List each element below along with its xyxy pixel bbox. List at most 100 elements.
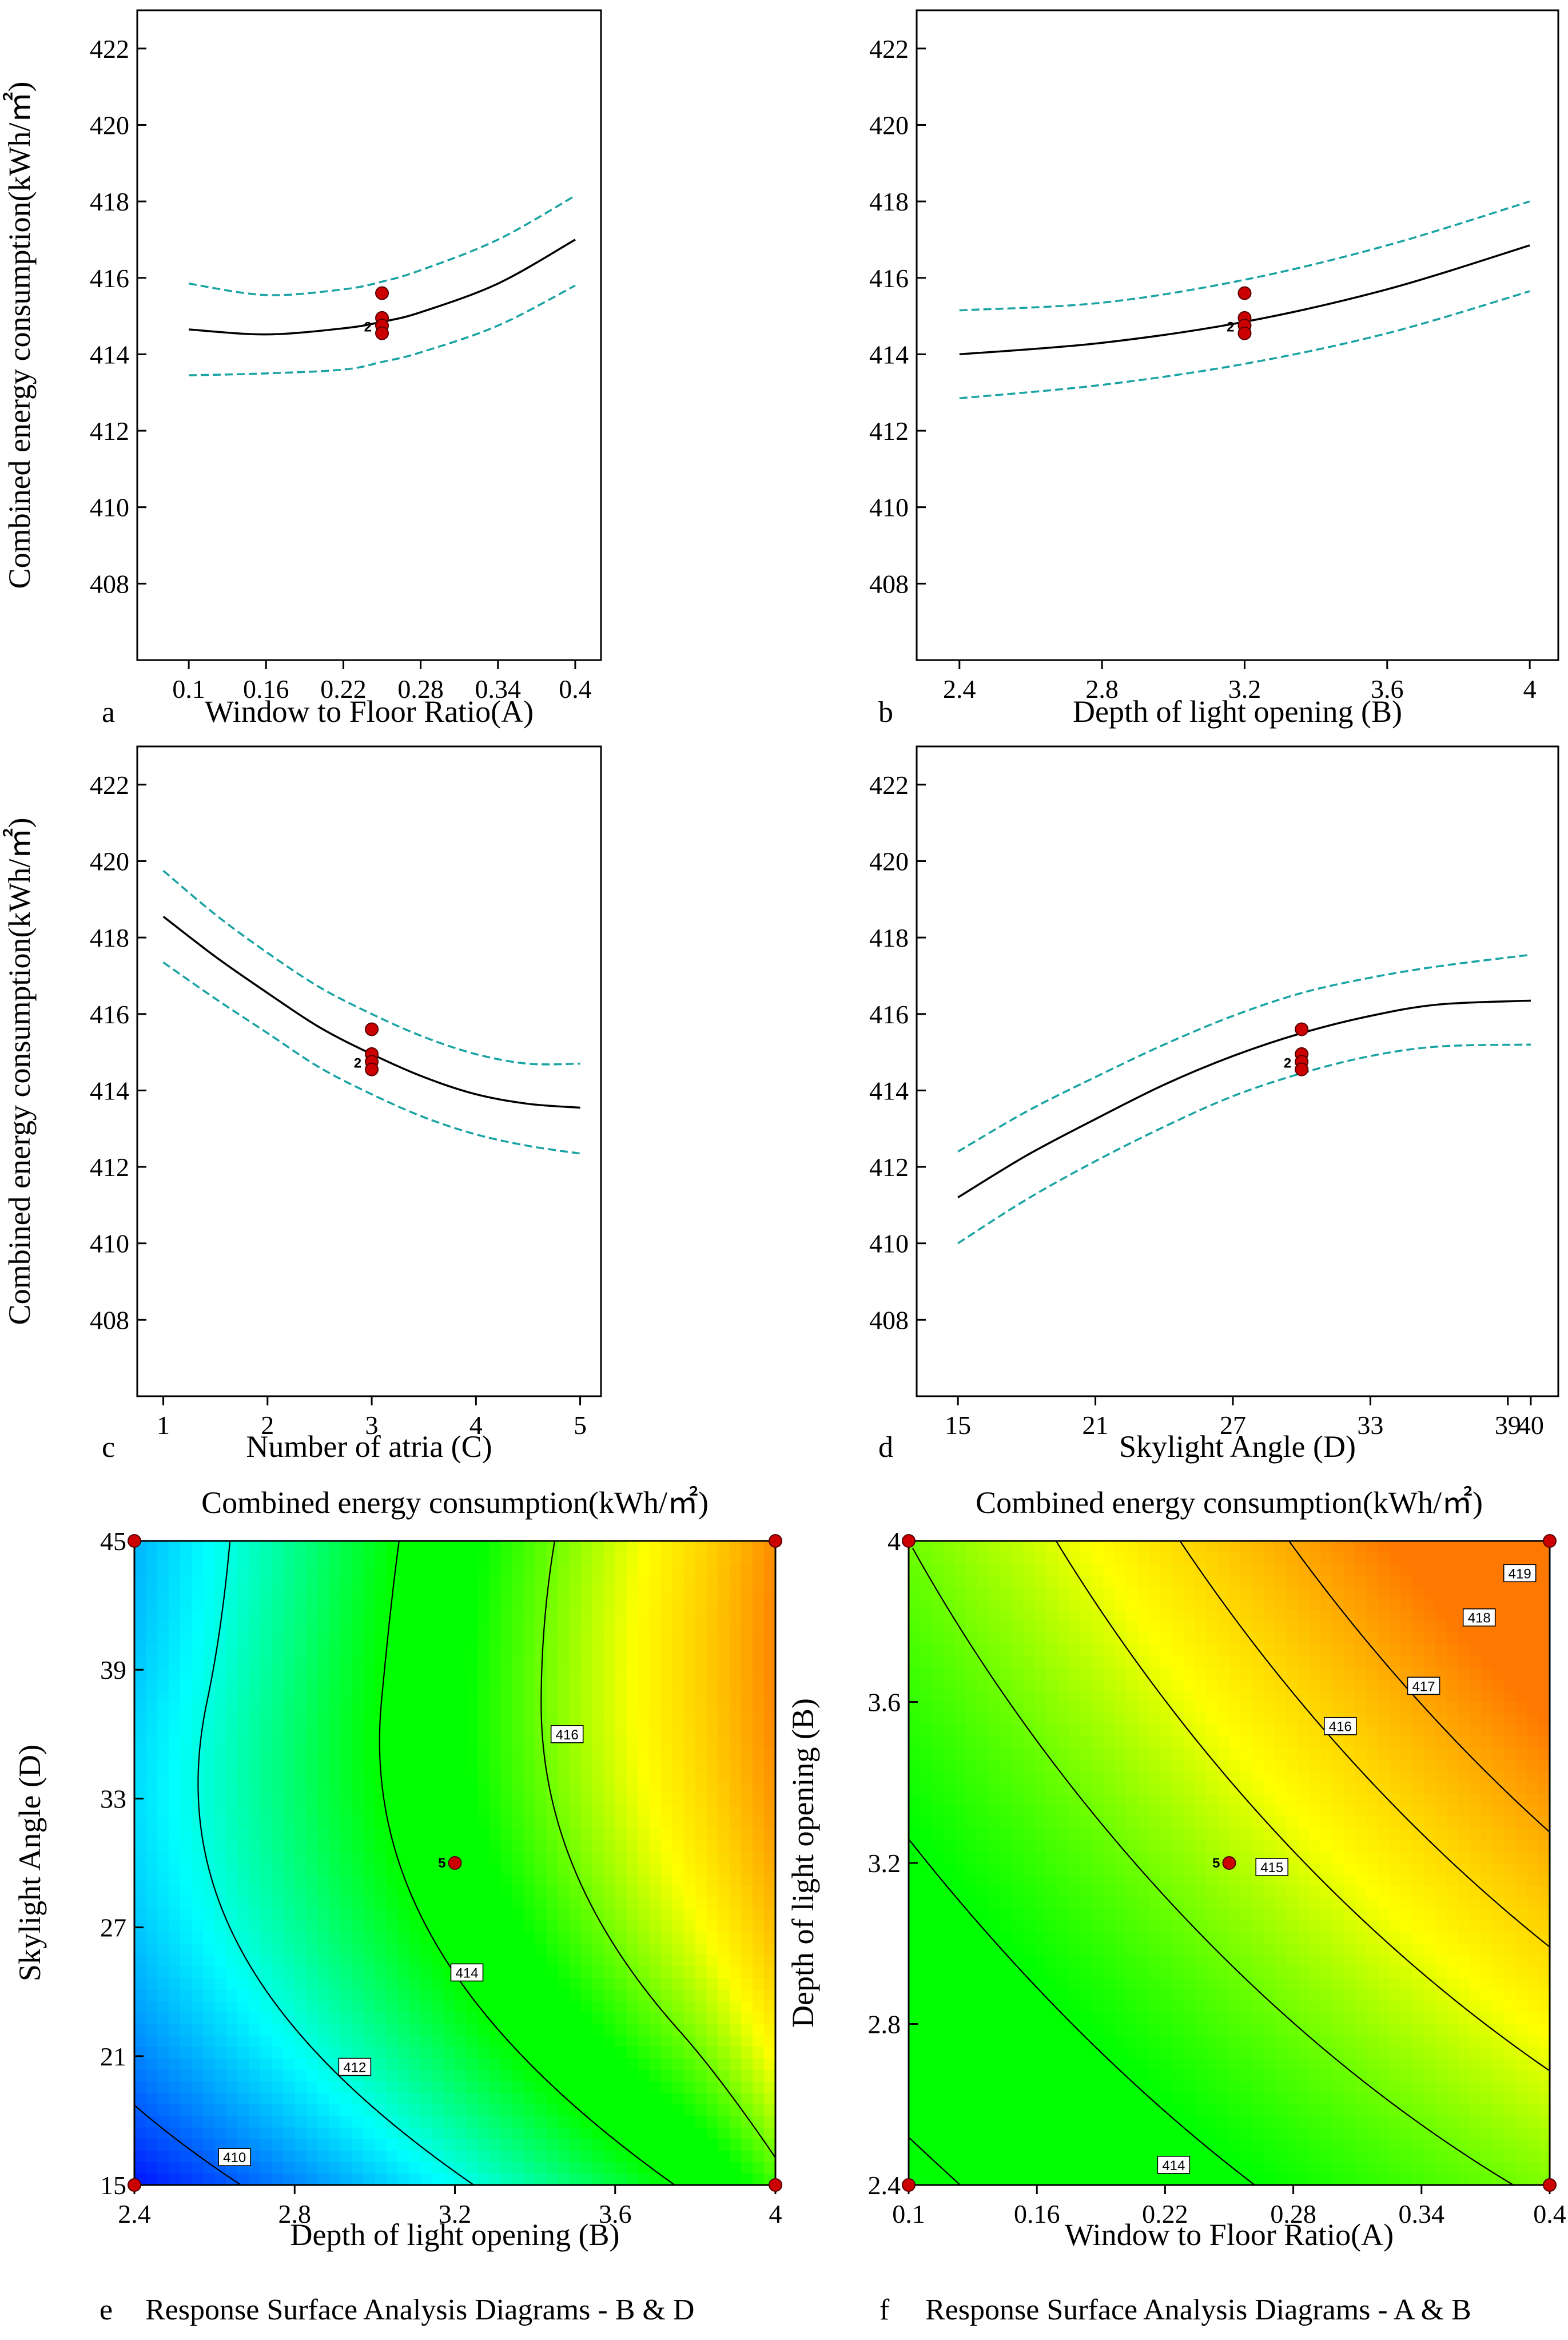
surface-cell (489, 2001, 502, 2013)
surface-cell (192, 1632, 204, 1645)
surface-cell (1069, 1632, 1081, 1645)
surface-cell (1320, 1817, 1333, 1829)
surface-cell (443, 2104, 456, 2117)
x-tick-label: 0.16 (243, 674, 289, 704)
surface-cell (535, 1920, 547, 1933)
surface-cell (535, 1552, 547, 1565)
surface-cell (1263, 1575, 1276, 1588)
surface-cell (649, 1954, 662, 1967)
surface-cell (615, 1725, 627, 1737)
surface-cell (352, 2047, 364, 2059)
surface-cell (1023, 1690, 1036, 1703)
surface-cell (409, 1725, 421, 1737)
surface-cell (432, 1805, 444, 1818)
surface-cell (1263, 1610, 1276, 1622)
surface-cell (729, 1575, 742, 1588)
surface-cell (741, 1828, 753, 1841)
surface-cell (340, 2139, 353, 2151)
surface-cell (943, 1736, 955, 1749)
surface-cell (954, 1690, 966, 1703)
surface-cell (1126, 1817, 1139, 1829)
surface-cell (146, 1690, 158, 1703)
surface-cell (1400, 1644, 1413, 1656)
surface-cell (729, 1679, 742, 1691)
surface-cell (954, 1874, 966, 1887)
surface-cell (1400, 1621, 1413, 1634)
surface-cell (260, 1886, 273, 1898)
surface-cell (443, 2173, 456, 2186)
surface-cell (1217, 1644, 1230, 1656)
surface-cell (500, 1989, 513, 2002)
surface-cell (966, 1679, 978, 1691)
surface-cell (352, 1725, 364, 1737)
surface-cell (466, 2116, 479, 2128)
surface-cell (192, 2012, 204, 2025)
surface-cell (752, 1840, 765, 1852)
surface-cell (1263, 1713, 1276, 1726)
surface-cell (512, 1909, 524, 1921)
surface-cell (1012, 1771, 1024, 1783)
surface-cell (477, 2035, 490, 2048)
surface-cell (249, 2012, 261, 2025)
surface-cell (603, 2127, 616, 2140)
surface-cell (569, 2058, 582, 2071)
surface-cell (272, 1771, 284, 1783)
surface-cell (386, 1644, 399, 1656)
surface-cell (592, 2127, 604, 2140)
surface-cell (1149, 1656, 1161, 1668)
surface-cell (397, 1610, 410, 1622)
surface-cell (214, 1632, 227, 1645)
surface-cell (706, 1874, 719, 1887)
surface-cell (134, 1805, 146, 1818)
surface-cell (340, 1966, 353, 1979)
surface-cell (932, 1840, 944, 1852)
surface-cell (1069, 1759, 1081, 1772)
surface-cell (1481, 1817, 1493, 1829)
surface-cell (1115, 1874, 1127, 1887)
surface-cell (1332, 1782, 1344, 1795)
surface-cell (1481, 1632, 1493, 1645)
surface-cell (718, 1747, 730, 1760)
surface-cell (1012, 1690, 1024, 1703)
surface-cell (1240, 1644, 1253, 1656)
surface-cell (1092, 1782, 1104, 1795)
surface-cell (203, 1598, 216, 1611)
surface-cell (237, 1943, 250, 1956)
surface-cell (489, 1541, 502, 1554)
surface-cell (317, 1621, 330, 1634)
surface-cell (569, 2093, 582, 2105)
surface-cell (1126, 1713, 1139, 1726)
design-point (375, 326, 389, 340)
surface-cell (272, 1564, 284, 1576)
surface-cell (500, 1575, 513, 1588)
surface-cell (1057, 1610, 1070, 1622)
surface-cell (363, 1747, 376, 1760)
surface-cell (1538, 1564, 1550, 1576)
surface-cell (1240, 1587, 1253, 1599)
surface-cell (352, 2150, 364, 2163)
surface-cell (295, 1587, 307, 1599)
surface-cell (603, 2001, 616, 2013)
surface-cell (1057, 1598, 1070, 1611)
surface-cell (306, 1828, 319, 1841)
surface-cell (558, 1621, 570, 1634)
surface-cell (954, 1644, 966, 1656)
surface-cell (386, 2024, 399, 2036)
surface-cell (1160, 1632, 1173, 1645)
surface-cell (1046, 1587, 1058, 1599)
surface-cell (920, 1874, 932, 1887)
surface-cell (237, 1978, 250, 1991)
surface-cell (569, 1989, 582, 2002)
surface-cell (1538, 1656, 1550, 1668)
surface-cell (1309, 1598, 1322, 1611)
surface-cell (203, 2150, 216, 2163)
surface-cell (1343, 1782, 1356, 1795)
surface-cell (489, 1771, 502, 1783)
surface-cell (260, 2012, 273, 2025)
surface-cell (180, 1771, 192, 1783)
contour-label: 410 (223, 2150, 246, 2166)
surface-cell (1286, 1575, 1299, 1588)
surface-cell (1229, 1690, 1241, 1703)
surface-cell (718, 1771, 730, 1783)
surface-cell (1160, 1851, 1173, 1864)
